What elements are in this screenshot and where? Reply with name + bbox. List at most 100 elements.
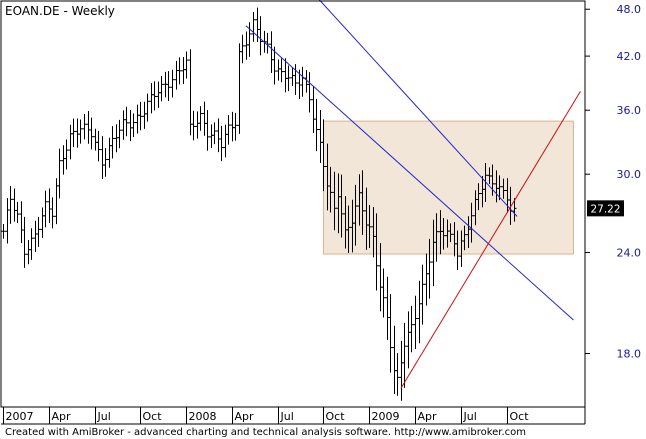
- price-bar: [353, 184, 358, 246]
- price-bar: [8, 185, 13, 224]
- price-bar: [78, 119, 83, 144]
- y-tick-label: 36.0: [617, 104, 642, 117]
- price-bar: [50, 197, 55, 229]
- price-bar: [57, 148, 62, 199]
- x-tick-label: Oct: [510, 410, 530, 423]
- price-bar: [395, 353, 400, 396]
- price-bar: [374, 213, 379, 291]
- last-value-box: [587, 200, 624, 217]
- x-tick-label: 2009: [372, 410, 400, 423]
- price-bar: [36, 216, 41, 247]
- price-bar: [497, 175, 502, 201]
- price-bar: [314, 98, 319, 152]
- price-bar: [240, 34, 245, 64]
- price-bar: [448, 223, 453, 243]
- x-tick-label: Apr: [235, 410, 255, 423]
- price-bar: [212, 122, 217, 145]
- price-bar: [265, 32, 270, 54]
- price-bar: [82, 113, 87, 140]
- price-bar: [339, 174, 344, 238]
- price-bar: [1, 223, 6, 239]
- y-tick-label: 24.0: [617, 247, 642, 260]
- price-bar: [159, 75, 164, 102]
- price-bar: [346, 205, 351, 253]
- range-box: [322, 120, 574, 255]
- price-bar: [332, 171, 337, 231]
- range-box-layer: [322, 120, 574, 255]
- price-bar: [413, 295, 418, 349]
- y-axis-ticks: 48.0 42.0 36.0 30.0 24.0 18.0: [585, 3, 642, 361]
- x-axis-ticks: 2007 Apr Jul Oct 2008 Apr Jul Oct 2009 Apr Jul Oct: [3, 407, 530, 424]
- price-bar: [177, 57, 182, 85]
- price-bar: [170, 69, 175, 98]
- price-bar: [469, 202, 474, 243]
- price-bar: [476, 183, 481, 211]
- x-tick-label: Apr: [52, 410, 72, 423]
- price-bar: [131, 113, 136, 138]
- x-tick-label: 2007: [6, 410, 34, 423]
- price-bar: [184, 51, 189, 79]
- price-bar: [96, 130, 101, 162]
- x-tick-label: Jul: [280, 410, 294, 423]
- price-bar: [402, 322, 407, 388]
- price-bar: [455, 230, 460, 270]
- price-bar: [29, 228, 34, 260]
- price-bar: [272, 46, 277, 85]
- price-bar: [43, 190, 48, 228]
- x-tick-label: Apr: [418, 410, 438, 423]
- price-bar: [15, 201, 20, 223]
- footer-credit: Created with AmiBroker - advanced charti…: [5, 427, 526, 438]
- price-bar: [381, 268, 386, 318]
- price-bar: [434, 213, 439, 262]
- price-bar: [462, 225, 467, 251]
- price-bar: [258, 16, 263, 56]
- price-bar: [293, 64, 298, 95]
- price-bar: [22, 216, 27, 268]
- trendline-uptrend: [400, 90, 581, 389]
- x-tick-label: Jul: [463, 410, 477, 423]
- y-tick-label: 42.0: [617, 50, 642, 63]
- price-bar: [166, 71, 171, 101]
- price-bar: [124, 106, 129, 137]
- price-bar: [307, 72, 312, 113]
- price-bar: [490, 164, 495, 196]
- price-bar: [152, 81, 157, 111]
- price-bar: [205, 109, 210, 151]
- price-bar: [441, 217, 446, 250]
- price-bar: [321, 119, 326, 192]
- price-bar: [191, 110, 196, 141]
- trendline-layer: [245, 0, 581, 389]
- price-bar: [501, 178, 506, 199]
- price-bar: [138, 101, 143, 131]
- price-bar: [117, 119, 122, 149]
- price-bar: [279, 58, 284, 83]
- y-tick-label: 30.0: [617, 168, 642, 181]
- price-bar: [110, 126, 115, 159]
- price-bar: [247, 22, 252, 57]
- last-value-label: 27.22: [590, 203, 620, 215]
- price-bar: [360, 170, 365, 235]
- trendline-upper-channel: [318, 0, 518, 217]
- x-tick-label: Oct: [326, 410, 346, 423]
- price-bar: [328, 166, 333, 213]
- price-bar: [233, 112, 238, 141]
- x-tick-label: Jul: [97, 410, 111, 423]
- price-bar: [251, 12, 256, 42]
- x-tick-label: Oct: [143, 410, 163, 423]
- price-bar: [198, 106, 203, 131]
- price-bar: [388, 294, 393, 373]
- price-bar: [89, 117, 94, 150]
- y-tick-label: 18.0: [617, 348, 642, 361]
- last-value-marker: 27.22: [587, 200, 624, 217]
- price-bar: [145, 93, 150, 122]
- price-bar: [286, 65, 291, 92]
- price-bar: [71, 118, 76, 148]
- price-bar: [64, 139, 69, 170]
- x-tick-label: 2008: [189, 410, 217, 423]
- price-bar: [427, 238, 432, 299]
- price-bar: [103, 148, 108, 177]
- price-bar: [420, 264, 425, 325]
- chart-title: EOAN.DE - Weekly: [5, 4, 115, 18]
- price-bar: [226, 115, 231, 145]
